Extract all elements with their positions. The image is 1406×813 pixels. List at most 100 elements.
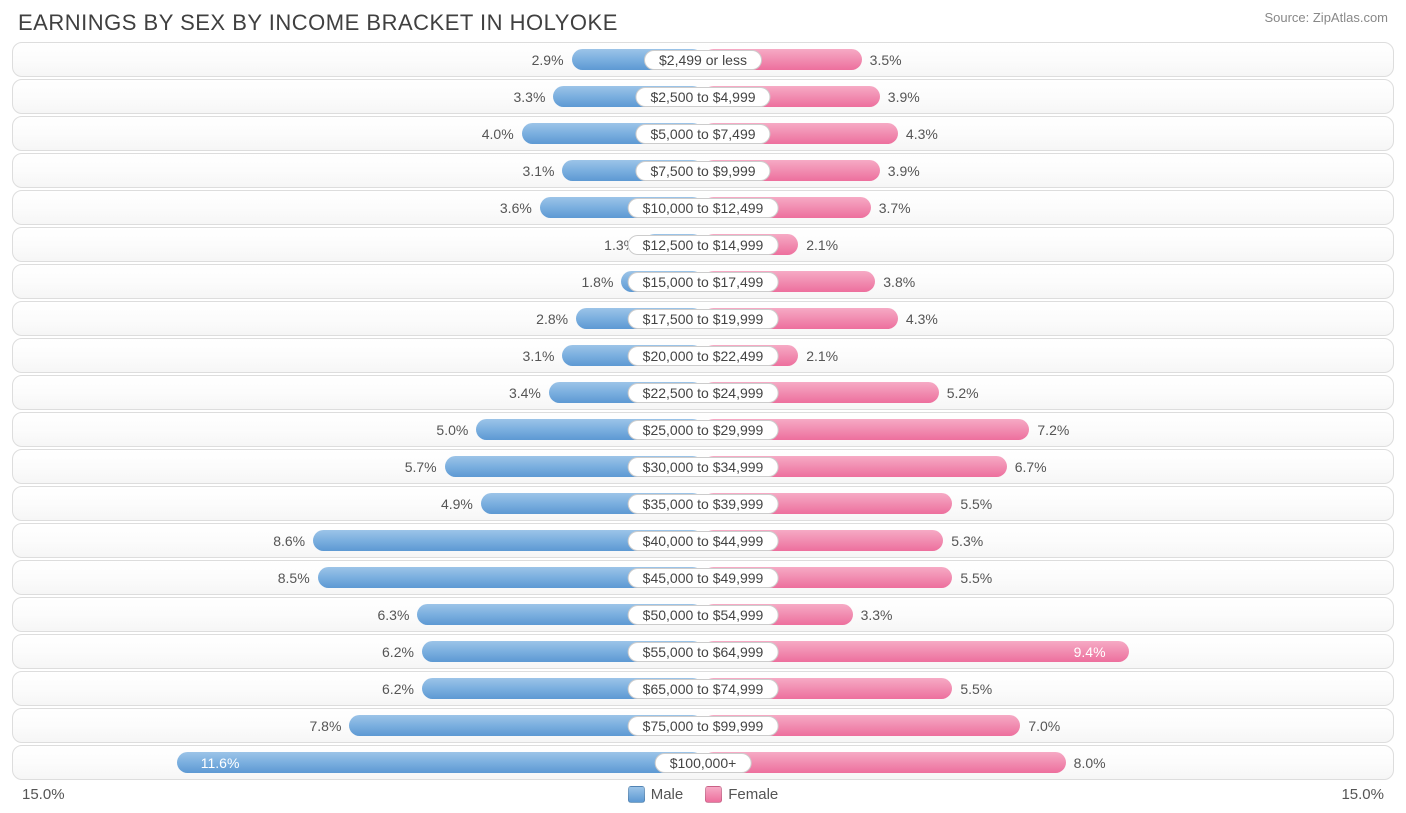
row-inner: 6.2%9.4%$55,000 to $64,999 <box>23 641 1383 662</box>
chart-row: 1.3%2.1%$12,500 to $14,999 <box>12 227 1394 262</box>
female-value: 2.1% <box>806 348 838 364</box>
female-value: 2.1% <box>806 237 838 253</box>
legend: Male Female <box>628 786 779 803</box>
row-inner: 8.5%5.5%$45,000 to $49,999 <box>23 567 1383 588</box>
bracket-label: $55,000 to $64,999 <box>628 642 779 662</box>
bracket-label: $2,499 or less <box>644 50 762 70</box>
male-value: 5.7% <box>405 459 437 475</box>
row-inner: 4.0% 4.3% $5,000 to $7,499 <box>23 123 1383 144</box>
row-inner: 2.9% 3.5% $2,499 or less <box>23 49 1383 70</box>
male-value: 4.9% <box>441 496 473 512</box>
female-bar <box>703 752 1066 773</box>
bracket-label: $35,000 to $39,999 <box>628 494 779 514</box>
female-value: 3.5% <box>870 52 902 68</box>
chart-area: 2.9% 3.5% $2,499 or less 3.3% 3.9% $2,500 to … <box>0 42 1406 780</box>
chart-header: EARNINGS BY SEX BY INCOME BRACKET IN HOL… <box>0 0 1406 42</box>
bracket-label: $10,000 to $12,499 <box>628 198 779 218</box>
row-inner: 5.0% 7.2% $25,000 to $29,999 <box>23 419 1383 440</box>
bracket-label: $100,000+ <box>655 753 752 773</box>
female-value: 7.2% <box>1037 422 1069 438</box>
bracket-label: $25,000 to $29,999 <box>628 420 779 440</box>
female-value: 5.2% <box>947 385 979 401</box>
bracket-label: $7,500 to $9,999 <box>635 161 770 181</box>
row-inner: 11.6% 8.0% $100,000+ <box>23 752 1383 773</box>
legend-female-label: Female <box>728 786 778 803</box>
bracket-label: $5,000 to $7,499 <box>635 124 770 144</box>
female-value: 3.7% <box>879 200 911 216</box>
chart-row: 6.2%5.5%$65,000 to $74,999 <box>12 671 1394 706</box>
female-value: 3.9% <box>888 89 920 105</box>
chart-row: 4.9% 5.5% $35,000 to $39,999 <box>12 486 1394 521</box>
chart-row: 7.8%7.0%$75,000 to $99,999 <box>12 708 1394 743</box>
bracket-label: $17,500 to $19,999 <box>628 309 779 329</box>
male-value: 5.0% <box>436 422 468 438</box>
chart-row: 3.1% 3.9% $7,500 to $9,999 <box>12 153 1394 188</box>
male-value: 2.8% <box>536 311 568 327</box>
row-inner: 7.8%7.0%$75,000 to $99,999 <box>23 715 1383 736</box>
male-value: 3.1% <box>523 163 555 179</box>
bracket-label: $45,000 to $49,999 <box>628 568 779 588</box>
row-inner: 2.8% 4.3% $17,500 to $19,999 <box>23 308 1383 329</box>
axis-left-max: 15.0% <box>22 786 65 803</box>
chart-source: Source: ZipAtlas.com <box>1264 10 1388 25</box>
bracket-label: $65,000 to $74,999 <box>628 679 779 699</box>
male-value: 1.8% <box>581 274 613 290</box>
row-inner: 6.3% 3.3% $50,000 to $54,999 <box>23 604 1383 625</box>
chart-row: 4.0% 4.3% $5,000 to $7,499 <box>12 116 1394 151</box>
female-value: 3.9% <box>888 163 920 179</box>
female-swatch-icon <box>705 786 722 803</box>
male-value: 11.6% <box>191 755 240 771</box>
row-inner: 3.6% 3.7% $10,000 to $12,499 <box>23 197 1383 218</box>
bracket-label: $50,000 to $54,999 <box>628 605 779 625</box>
female-value: 8.0% <box>1074 755 1106 771</box>
female-value: 7.0% <box>1028 718 1060 734</box>
chart-row: 11.6% 8.0% $100,000+ <box>12 745 1394 780</box>
female-value: 9.4% <box>1074 644 1116 660</box>
chart-row: 3.4% 5.2% $22,500 to $24,999 <box>12 375 1394 410</box>
bracket-label: $15,000 to $17,499 <box>628 272 779 292</box>
male-value: 3.1% <box>523 348 555 364</box>
male-value: 6.2% <box>382 681 414 697</box>
female-value: 6.7% <box>1015 459 1047 475</box>
chart-row: 6.2%9.4%$55,000 to $64,999 <box>12 634 1394 669</box>
male-value: 3.6% <box>500 200 532 216</box>
bracket-label: $2,500 to $4,999 <box>635 87 770 107</box>
bracket-label: $12,500 to $14,999 <box>628 235 779 255</box>
chart-row: 3.1% 2.1% $20,000 to $22,499 <box>12 338 1394 373</box>
chart-row: 2.8% 4.3% $17,500 to $19,999 <box>12 301 1394 336</box>
row-inner: 3.4% 5.2% $22,500 to $24,999 <box>23 382 1383 403</box>
male-value: 8.6% <box>273 533 305 549</box>
female-value: 3.8% <box>883 274 915 290</box>
male-swatch-icon <box>628 786 645 803</box>
legend-item-male: Male <box>628 786 684 803</box>
male-value: 4.0% <box>482 126 514 142</box>
chart-row: 8.5%5.5%$45,000 to $49,999 <box>12 560 1394 595</box>
bracket-label: $22,500 to $24,999 <box>628 383 779 403</box>
row-inner: 5.7%6.7%$30,000 to $34,999 <box>23 456 1383 477</box>
male-value: 7.8% <box>309 718 341 734</box>
female-value: 5.3% <box>951 533 983 549</box>
chart-row: 1.8% 3.8% $15,000 to $17,499 <box>12 264 1394 299</box>
male-value: 2.9% <box>532 52 564 68</box>
chart-row: 5.0% 7.2% $25,000 to $29,999 <box>12 412 1394 447</box>
chart-footer: 15.0% Male Female 15.0% <box>0 782 1406 803</box>
female-value: 4.3% <box>906 126 938 142</box>
male-value: 6.3% <box>377 607 409 623</box>
female-value: 3.3% <box>861 607 893 623</box>
male-value: 3.4% <box>509 385 541 401</box>
legend-item-female: Female <box>705 786 778 803</box>
chart-title: EARNINGS BY SEX BY INCOME BRACKET IN HOL… <box>18 10 618 36</box>
male-value: 8.5% <box>278 570 310 586</box>
row-inner: 6.2%5.5%$65,000 to $74,999 <box>23 678 1383 699</box>
bracket-label: $40,000 to $44,999 <box>628 531 779 551</box>
row-inner: 3.1% 2.1% $20,000 to $22,499 <box>23 345 1383 366</box>
row-inner: 3.1% 3.9% $7,500 to $9,999 <box>23 160 1383 181</box>
chart-row: 5.7%6.7%$30,000 to $34,999 <box>12 449 1394 484</box>
male-bar <box>177 752 703 773</box>
chart-row: 8.6% 5.3% $40,000 to $44,999 <box>12 523 1394 558</box>
legend-male-label: Male <box>651 786 684 803</box>
bracket-label: $20,000 to $22,499 <box>628 346 779 366</box>
row-inner: 1.3%2.1%$12,500 to $14,999 <box>23 234 1383 255</box>
female-value: 4.3% <box>906 311 938 327</box>
female-value: 5.5% <box>960 496 992 512</box>
